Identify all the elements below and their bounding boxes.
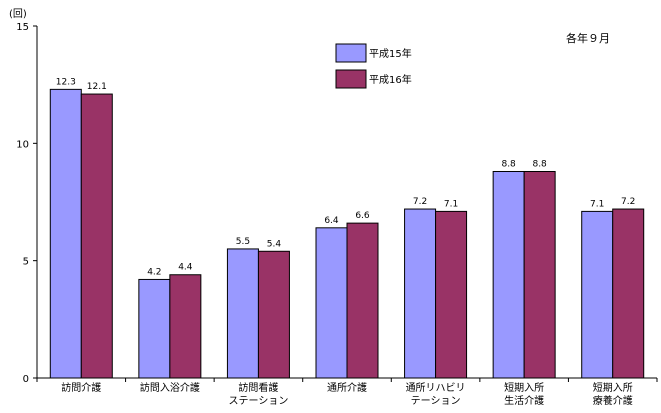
x-category-label: 訪問入浴介護 — [140, 381, 200, 394]
x-category-label: 短期入所 — [504, 381, 544, 394]
bar-h15 — [581, 210, 614, 379]
bar-h16 — [80, 93, 113, 379]
chart-note: 各年９月 — [566, 31, 610, 45]
legend-label: 平成16年 — [369, 73, 412, 86]
bar-h16 — [257, 250, 290, 379]
data-label: 4.4 — [178, 263, 193, 273]
data-label: 12.3 — [56, 77, 76, 87]
legend-swatch — [335, 69, 367, 89]
data-label: 12.1 — [87, 82, 107, 92]
bar-h15 — [315, 227, 348, 379]
data-label: 7.1 — [590, 199, 604, 209]
bar-h16 — [169, 274, 202, 379]
y-tick-label: 5 — [23, 257, 29, 268]
bar-h15 — [492, 170, 525, 379]
data-label: 6.6 — [355, 211, 370, 221]
bar-h16 — [435, 210, 468, 379]
data-label: 8.8 — [532, 159, 547, 169]
bar-h15 — [404, 208, 437, 379]
data-label: 7.2 — [621, 197, 635, 207]
x-category-label: 通所介護 — [327, 381, 367, 394]
x-category-label: 訪問看護 — [238, 381, 278, 394]
bar-h16 — [523, 170, 556, 379]
data-label: 4.2 — [147, 267, 161, 277]
data-label: 6.4 — [324, 216, 339, 226]
legend-label: 平成15年 — [369, 47, 412, 60]
data-label: 5.5 — [236, 237, 250, 247]
bar-h15 — [226, 248, 259, 379]
y-tick-label: 15 — [16, 22, 29, 33]
legend-swatch — [335, 43, 367, 63]
data-label: 8.8 — [501, 159, 516, 169]
x-category-label: ステーション — [229, 396, 289, 407]
bar-h16 — [612, 208, 645, 379]
x-category-label: 訪問介護 — [61, 381, 101, 394]
bar-h15 — [138, 278, 171, 379]
x-category-label: 短期入所 — [593, 381, 633, 394]
plot-area: 0 5 10 15 12.3 12.1 訪問介護 4.2 4.4 訪問入浴介護 5.5 5.4 訪問看護… — [16, 22, 658, 407]
data-label: 5.4 — [267, 239, 282, 249]
bar-h15 — [49, 88, 82, 379]
y-tick-label: 10 — [16, 139, 29, 150]
y-tick-label: 0 — [23, 374, 29, 385]
x-category-label: 生活介護 — [504, 394, 544, 407]
data-label: 7.2 — [413, 197, 427, 207]
x-category-label: 通所リハビリ — [406, 382, 466, 394]
y-axis-unit: (回) — [9, 8, 27, 20]
x-category-label: 療養介護 — [593, 394, 633, 407]
bar-h16 — [346, 222, 379, 379]
data-label: 7.1 — [444, 199, 458, 209]
x-category-label: テーション — [411, 396, 461, 407]
